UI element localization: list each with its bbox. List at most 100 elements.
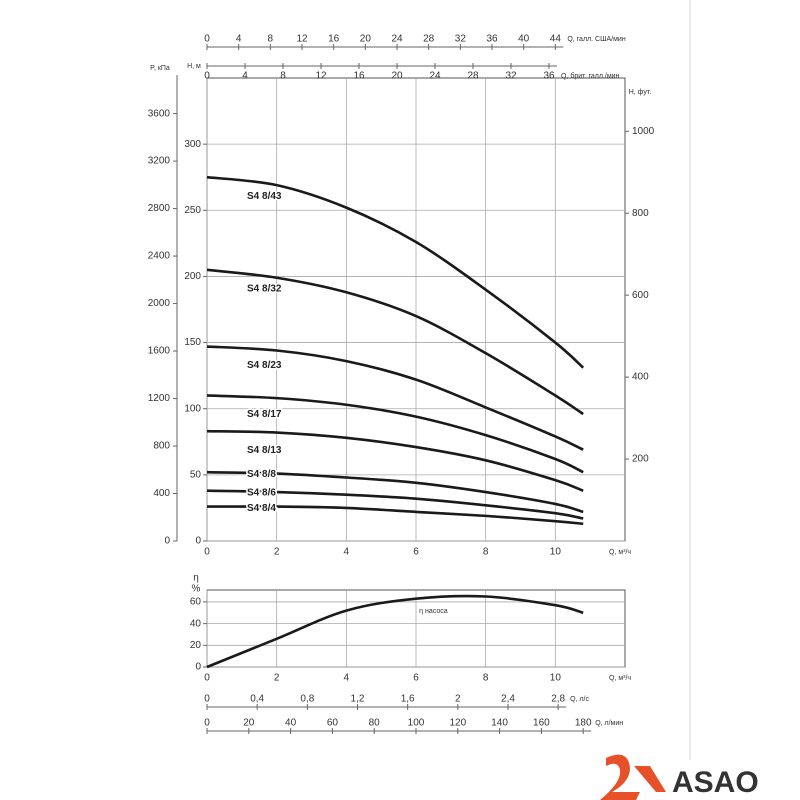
tick-label: 24 xyxy=(429,71,441,82)
tick-label: 180 xyxy=(575,718,592,729)
y-tick-label: 250 xyxy=(184,205,201,216)
curve xyxy=(206,345,584,451)
tick-label: 140 xyxy=(491,718,508,729)
tick-label: 20 xyxy=(243,718,255,729)
tick-label: 32 xyxy=(505,71,517,82)
p-tick-label: 0 xyxy=(164,536,170,547)
tick-label: 16 xyxy=(353,71,365,82)
curve-label: S4 8/32 xyxy=(247,283,282,294)
tick-label: 40 xyxy=(518,34,530,45)
tick-label: 16 xyxy=(328,34,340,45)
tick-label: 2,4 xyxy=(501,694,515,705)
p-tick-label: 2400 xyxy=(148,251,171,262)
curve-label: S4 8/6 xyxy=(247,487,276,498)
curve xyxy=(206,268,584,416)
y-tick-label: 0 xyxy=(195,662,201,673)
tick-label: 12 xyxy=(315,71,327,82)
tick-label: 0 xyxy=(204,71,210,82)
tick-label: 28 xyxy=(423,34,435,45)
y-tick-label: 150 xyxy=(184,337,201,348)
tick-label: 1,6 xyxy=(401,694,415,705)
axis-title: Q, л/мин xyxy=(595,720,623,727)
tick-label: 36 xyxy=(486,34,498,45)
tick-label: 0 xyxy=(204,718,210,729)
tick-label: 0 xyxy=(204,694,210,705)
ft-tick-label: 800 xyxy=(632,208,649,219)
p-tick-label: 1200 xyxy=(148,393,171,404)
x-tick-label: 4 xyxy=(344,673,350,684)
curve-label: S4 8/17 xyxy=(247,409,282,420)
curve-label: S4 8/43 xyxy=(247,191,282,202)
tick-label: 24 xyxy=(391,34,403,45)
curve-label: S4 8/23 xyxy=(247,360,282,371)
tick-label: 4 xyxy=(242,71,248,82)
logo-text: ASAO xyxy=(672,766,759,799)
y-tick-label: 20 xyxy=(190,640,202,651)
curve xyxy=(206,175,585,369)
ft-tick-label: 400 xyxy=(632,372,649,383)
y-axis-title: H, м xyxy=(187,63,201,70)
curve xyxy=(206,505,584,526)
ft-tick-label: 200 xyxy=(632,454,649,465)
curve xyxy=(206,594,584,669)
x-tick-label: 2 xyxy=(274,547,280,558)
ft-axis-title: H, фут. xyxy=(629,89,652,96)
y-tick-label: 60 xyxy=(190,597,202,608)
x-tick-label: 10 xyxy=(550,673,562,684)
curve xyxy=(206,429,584,492)
ft-tick-label: 600 xyxy=(632,290,649,301)
x-tick-label: 6 xyxy=(413,673,419,684)
tick-label: 4 xyxy=(236,34,242,45)
curve-label: S4 8/8 xyxy=(247,469,276,480)
tick-label: 36 xyxy=(543,71,555,82)
tick-label: 20 xyxy=(360,34,372,45)
tick-label: 0,4 xyxy=(250,694,264,705)
p-tick-label: 3600 xyxy=(148,108,171,119)
tick-label: 8 xyxy=(268,34,274,45)
p-axis-title: P, кПа xyxy=(150,65,170,72)
y-axis-unit: % xyxy=(192,584,201,595)
tick-label: 0 xyxy=(204,34,210,45)
x-tick-label: 6 xyxy=(413,547,419,558)
tick-label: 80 xyxy=(369,718,381,729)
p-tick-label: 800 xyxy=(153,441,170,452)
p-tick-label: 1600 xyxy=(148,346,171,357)
curve xyxy=(206,394,584,474)
tick-label: 160 xyxy=(533,718,550,729)
tick-label: 44 xyxy=(550,34,562,45)
tick-label: 32 xyxy=(455,34,467,45)
tick-label: 12 xyxy=(296,34,308,45)
tick-label: 60 xyxy=(327,718,339,729)
tick-label: 2,8 xyxy=(551,694,565,705)
p-tick-label: 3200 xyxy=(148,156,171,167)
tick-label: 1,2 xyxy=(351,694,365,705)
tick-label: 100 xyxy=(408,718,425,729)
curve-label: S4 8/13 xyxy=(247,445,282,456)
x-tick-label: 0 xyxy=(204,673,210,684)
y-tick-label: 300 xyxy=(184,139,201,150)
axis-title: Q, л/с xyxy=(570,696,589,703)
p-tick-label: 400 xyxy=(153,488,170,499)
p-tick-label: 2000 xyxy=(148,298,171,309)
x-axis-title: Q, м³/ч xyxy=(609,549,631,556)
y-tick-label: 50 xyxy=(190,469,202,480)
curve xyxy=(206,470,584,514)
axis-title: Q, галл. США/мин xyxy=(567,36,625,43)
curve-label: S4 8/4 xyxy=(247,503,276,514)
curve-label: η насоса xyxy=(419,608,448,615)
curve xyxy=(206,489,584,520)
y-tick-label: 100 xyxy=(184,403,201,414)
x-tick-label: 0 xyxy=(204,547,210,558)
axis-title: Q, брит. галл./мин xyxy=(561,72,620,80)
tick-label: 0,8 xyxy=(300,694,314,705)
y-tick-label: 0 xyxy=(195,536,201,547)
tick-label: 28 xyxy=(467,71,479,82)
ft-tick-label: 1000 xyxy=(632,126,655,137)
x-tick-label: 10 xyxy=(550,547,562,558)
y-tick-label: 40 xyxy=(190,618,202,629)
tick-label: 40 xyxy=(285,718,297,729)
x-tick-label: 8 xyxy=(483,547,489,558)
x-tick-label: 4 xyxy=(344,547,350,558)
x-tick-label: 2 xyxy=(274,673,280,684)
